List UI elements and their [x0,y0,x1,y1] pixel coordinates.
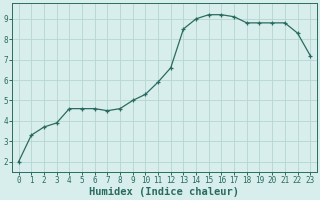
X-axis label: Humidex (Indice chaleur): Humidex (Indice chaleur) [89,186,239,197]
